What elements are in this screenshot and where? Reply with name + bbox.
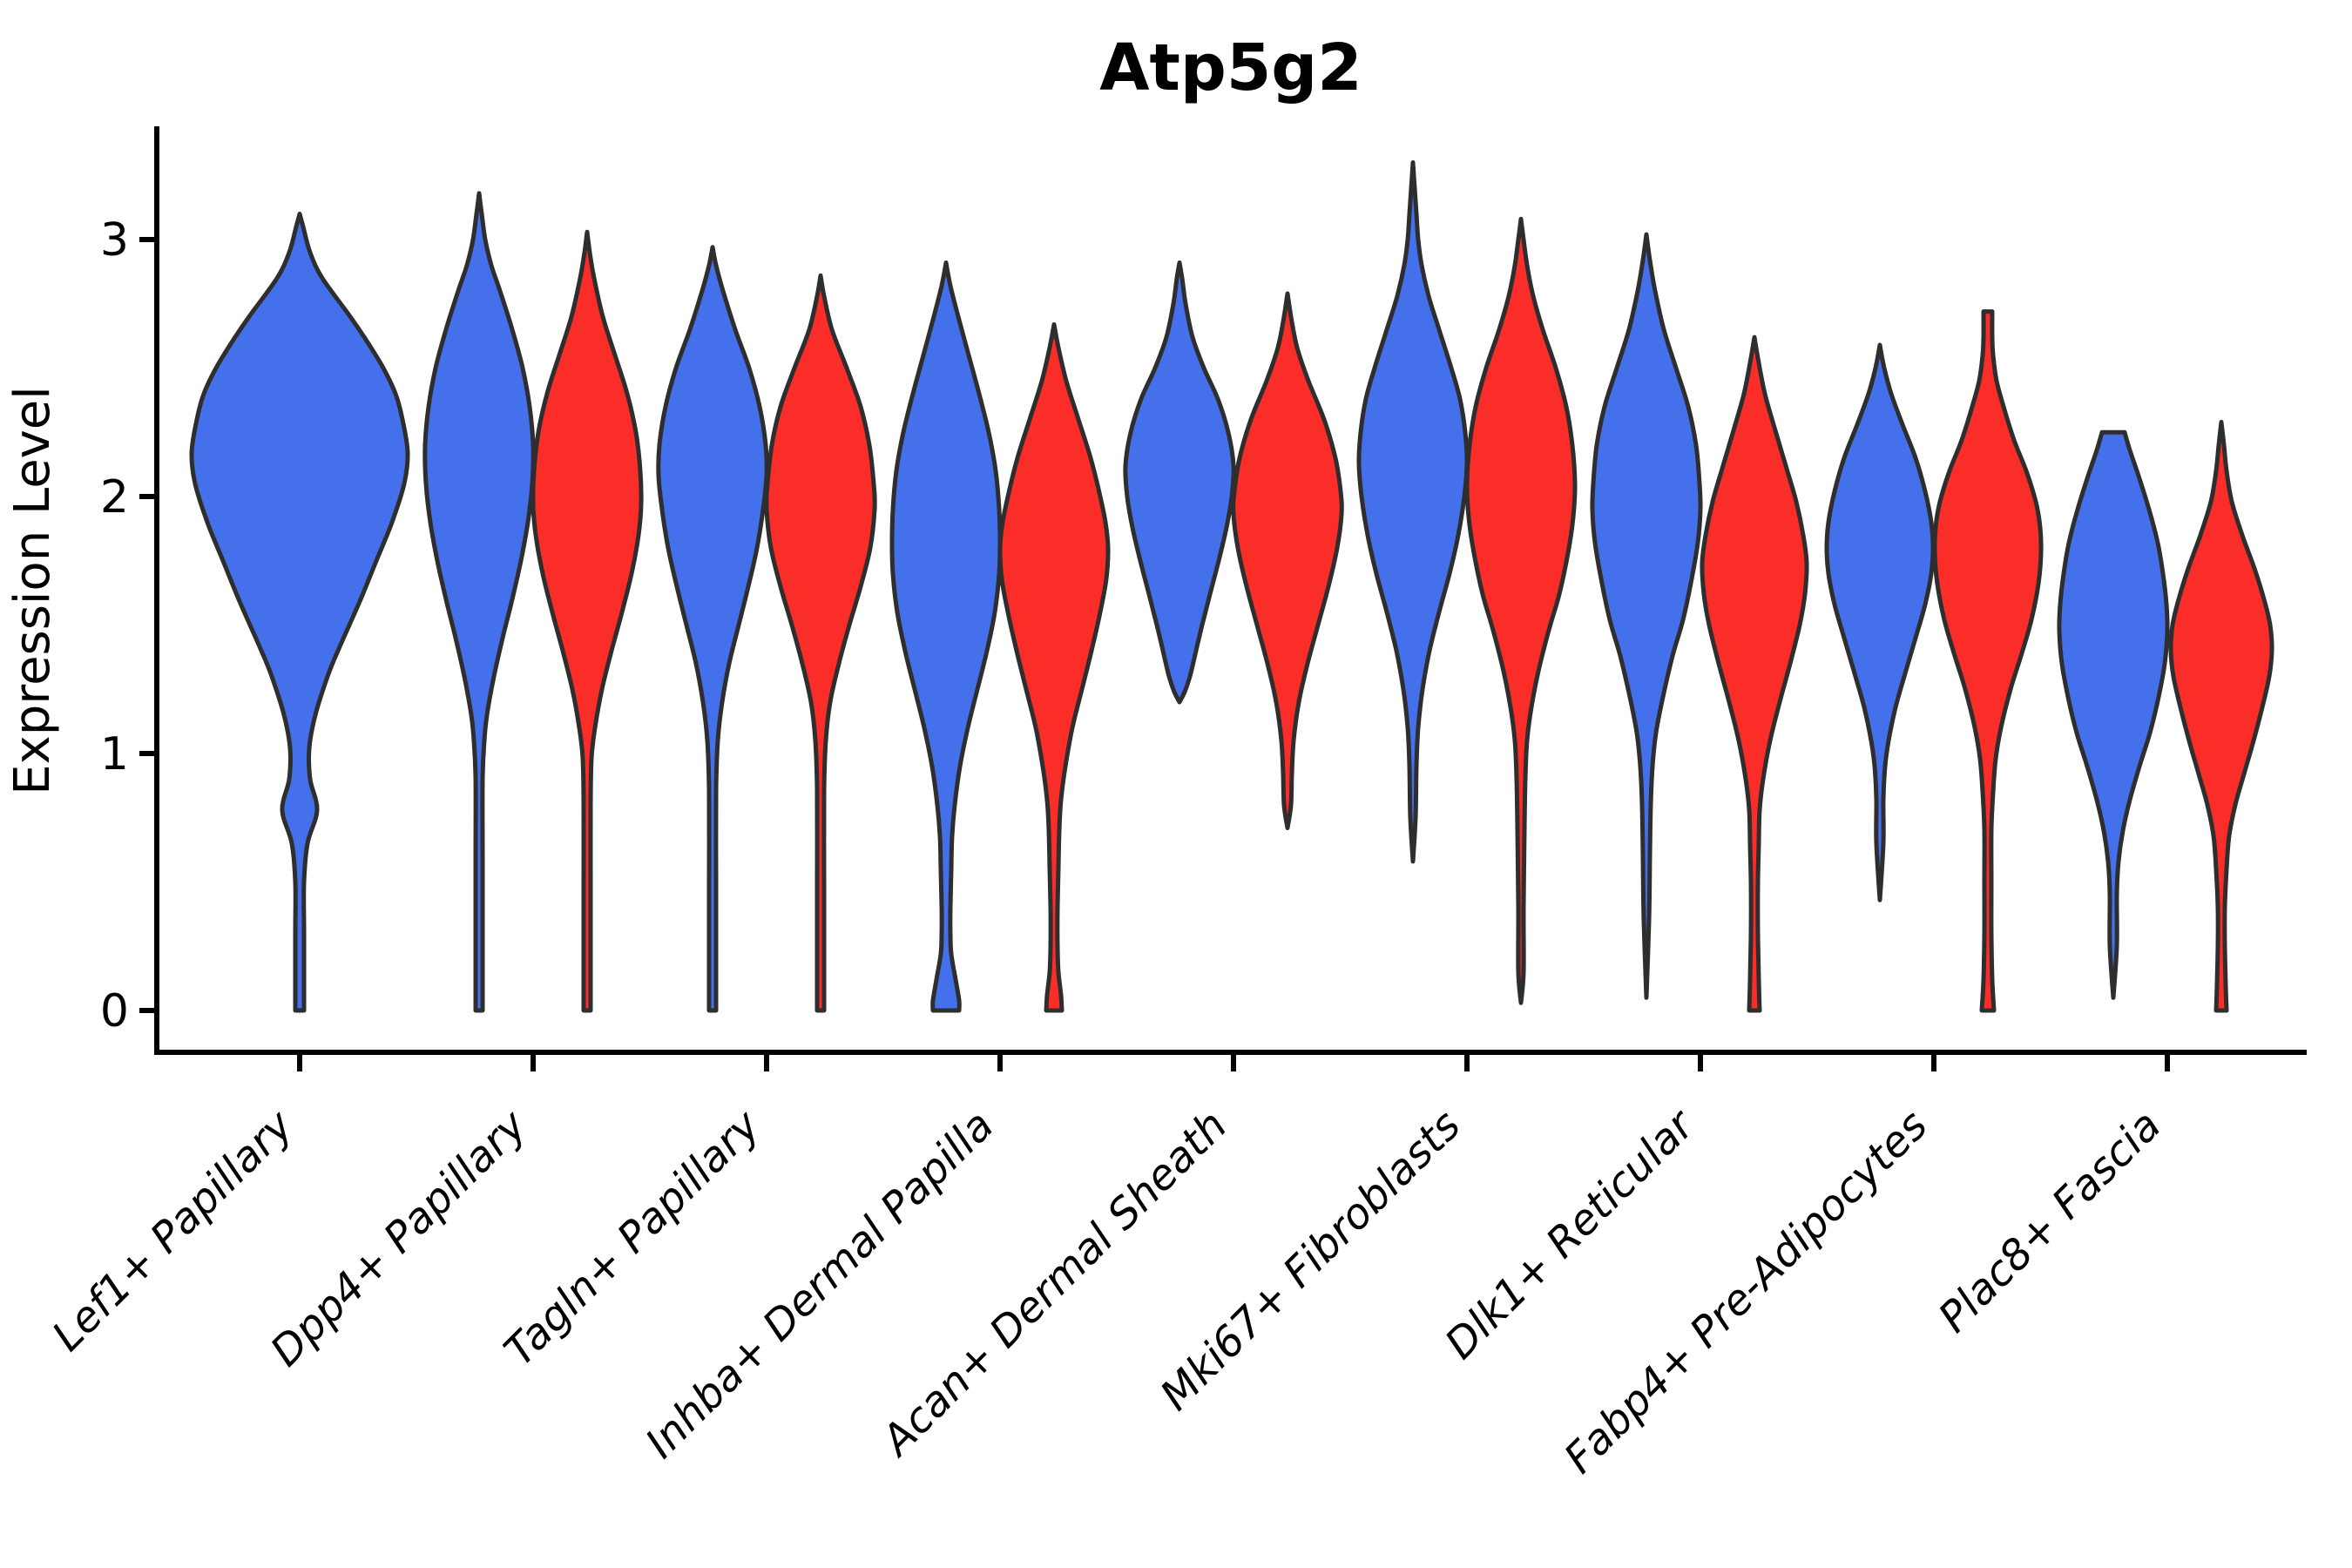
violin-dlk1-reticular-blue [1590,232,1703,1000]
violin-inhba-dermal-papilla-red [997,321,1111,1013]
x-tick-label-dlk1-reticular: Dlk1+ Reticular [1436,1099,1706,1369]
y-tick-label-2: 2 [100,471,129,524]
violin-dpp4-papillary-blue [422,191,536,1013]
violin-acan-dermal-sheath-blue [1123,260,1236,705]
violin-plac8-fascia-blue [2057,429,2170,1000]
violin-fabp4-pre-adipocytes-blue [1824,342,1936,902]
violin-acan-dermal-sheath-red [1231,291,1344,830]
y-tick-label-3: 3 [100,214,129,267]
violin-mki67-fibroblasts-red [1464,216,1578,1005]
violin-inhba-dermal-papilla-blue [889,260,1003,1013]
violin-tagln-papillary-blue [656,245,769,1013]
axes-layer [154,126,2307,1055]
x-tick-label-dpp4-papillary: Dpp4+ Papillary [261,1100,537,1375]
y-tick-label-1: 1 [100,728,129,781]
x-tick-label-tagln-papillary: Tagln+ Papillary [495,1100,770,1375]
y-tick-label-0: 0 [100,985,129,1037]
y-axis-label: Expression Level [4,386,61,795]
x-tick-label-plac8-fascia: Plac8+ Fascia [1930,1101,2171,1342]
violin-fabp4-pre-adipocytes-red [1932,309,2044,1013]
violin-tagln-papillary-red [764,273,877,1013]
violin-mki67-fibroblasts-blue [1356,160,1470,864]
violin-dlk1-reticular-red [1700,335,1809,1013]
violin-dpp4-papillary-red [531,229,644,1013]
y-axis-ticks: 0 1 2 3 [100,214,157,1037]
violin-plac8-fascia-red [2168,420,2274,1013]
violin-lef1-papillary-blue [189,212,410,1013]
chart-title: Atp5g2 [1099,30,1362,105]
violins-layer [189,160,2274,1013]
x-tick-label-lef1-papillary: Lef1+ Papillary [43,1100,303,1361]
